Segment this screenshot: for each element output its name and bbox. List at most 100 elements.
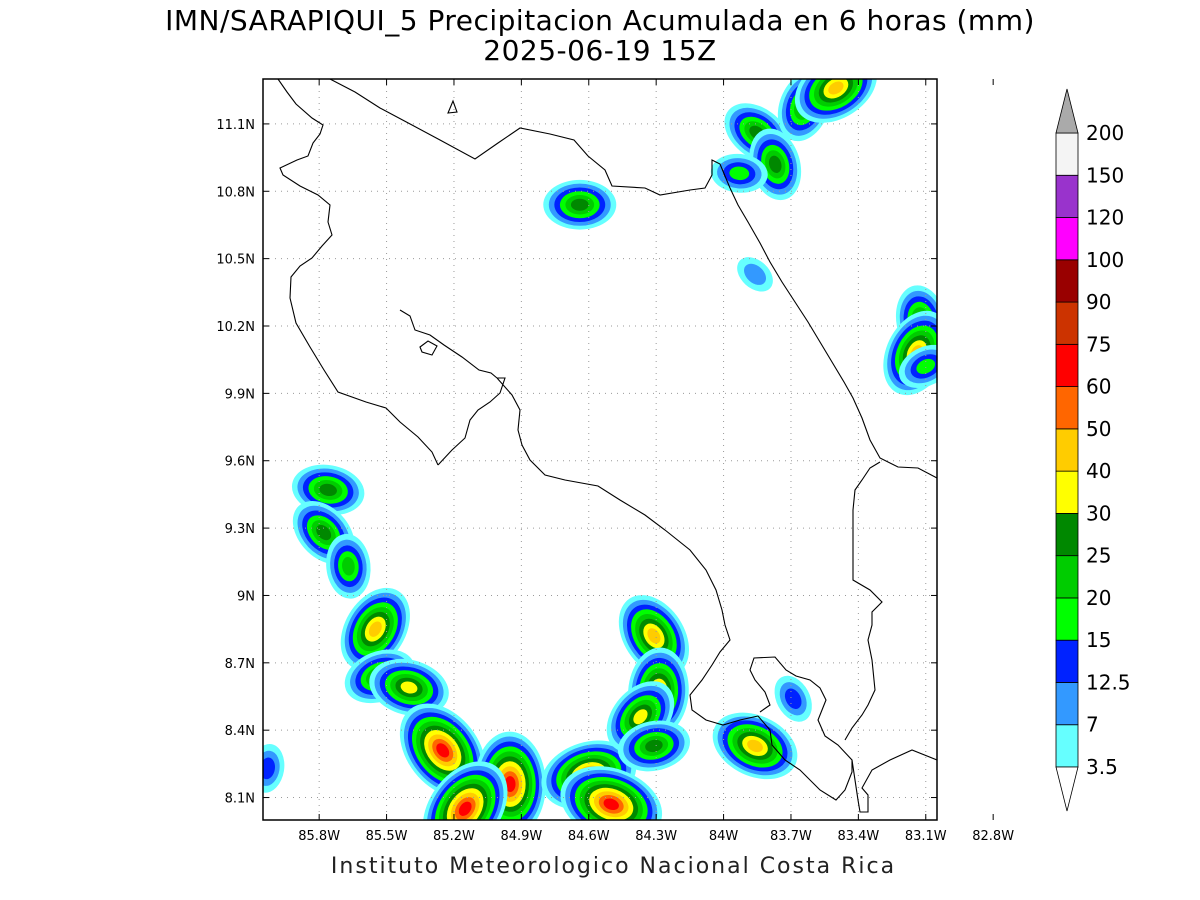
- graticule-grid: [263, 79, 937, 820]
- precip-cell: [292, 500, 355, 565]
- latitude-tick-labels: 8.1N 8.4N 8.7N 9N 9.3N 9.6N 9.9N 10.2N 10.5N 10.8…: [216, 118, 255, 807]
- precip-contour-12.5: [784, 688, 802, 709]
- lon-tick-label: 83.1W: [905, 829, 947, 844]
- precip-contour-25: [768, 155, 782, 173]
- precip-contour-30: [633, 709, 648, 725]
- colorbar-bin-100: [1055, 217, 1079, 261]
- precipitation-field: [263, 79, 937, 820]
- colorbar-bin-25: [1055, 513, 1079, 557]
- map-title: IMN/SARAPIQUI_5 Precipitacion Acumulada …: [165, 4, 1035, 37]
- lon-tick-label: 83.4W: [837, 829, 879, 844]
- nicaragua-coastline: [277, 79, 439, 466]
- lon-tick-label: 84.6W: [568, 829, 610, 844]
- nicoya-peninsula-coast: [437, 377, 506, 466]
- lon-tick-label: 84W: [709, 829, 739, 844]
- gulf-of-nicoya-coast: [399, 309, 498, 379]
- colorbar-bin-150: [1055, 132, 1079, 176]
- lat-tick-label: 9.3N: [225, 522, 255, 537]
- lon-tick-label: 82.8W: [972, 829, 1014, 844]
- colorbar-label: 100: [1086, 248, 1124, 272]
- axis-ticks: [263, 79, 994, 820]
- lat-tick-label: 9N: [237, 589, 255, 604]
- precip-cell: [340, 587, 410, 671]
- footer-credit: Instituto Meteorologico Nacional Costa R…: [330, 854, 897, 879]
- colorbar-bin-20: [1055, 555, 1079, 599]
- colorbar-label: 60: [1086, 375, 1111, 399]
- colorbar-label: 3.5: [1086, 755, 1118, 779]
- lat-tick-label: 8.7N: [225, 657, 255, 672]
- colorbar-bin-90: [1055, 259, 1079, 303]
- precip-contour-60: [436, 743, 450, 758]
- coastline-and-borders: [277, 79, 937, 813]
- caribbean-coast: [729, 187, 937, 479]
- colorbar-bin-50: [1055, 386, 1079, 430]
- precip-contour-25: [316, 524, 332, 541]
- colorbar-label: 15: [1086, 628, 1111, 652]
- precip-cell: [326, 533, 371, 599]
- precip-cell: [794, 79, 877, 123]
- precip-contour-25: [645, 739, 663, 753]
- colorbar-label: 150: [1086, 163, 1124, 187]
- precip-contour-25: [319, 483, 337, 497]
- nicaragua-costa-rica-border: [329, 79, 731, 196]
- colorbar-label: 75: [1086, 332, 1111, 356]
- precip-cell: [774, 675, 812, 722]
- colorbar-label: 90: [1086, 290, 1111, 314]
- colorbar-legend: 3.5 7 12.5 15 20 25 30 40 50 60 75 90 100 120 150 200: [1055, 88, 1131, 812]
- precip-cell: [617, 720, 690, 772]
- precip-contour-40: [647, 628, 661, 644]
- precip-contour-60: [504, 776, 516, 792]
- lon-tick-label: 85.8W: [298, 829, 340, 844]
- panama-coast: [851, 749, 937, 813]
- colorbar-bin-12.5: [1055, 639, 1079, 683]
- colorbar-bin-7: [1055, 682, 1079, 726]
- colorbar-label: 40: [1086, 459, 1111, 483]
- lat-tick-label: 8.1N: [225, 792, 255, 807]
- osa-peninsula-coast: [749, 656, 853, 801]
- precip-cell: [618, 595, 690, 677]
- colorbar-bin-3.5: [1055, 724, 1079, 768]
- precip-contour-40: [747, 739, 763, 753]
- colorbar-bin-40: [1055, 428, 1079, 472]
- precip-contour-60: [458, 801, 472, 816]
- precip-cell: [712, 712, 798, 780]
- precip-contour-30: [400, 681, 418, 694]
- colorbar-bottom-arrow: [1055, 766, 1079, 812]
- lon-tick-label: 83.7W: [770, 829, 812, 844]
- coastal-islet: [447, 99, 458, 114]
- lat-tick-label: 11.1N: [216, 118, 255, 133]
- costa-rica-panama-border: [844, 461, 883, 741]
- colorbar-bin-75: [1055, 301, 1079, 345]
- colorbar-label: 50: [1086, 417, 1111, 441]
- colorbar-label: 25: [1086, 544, 1111, 568]
- longitude-tick-labels: 85.8W 85.5W 85.2W 84.9W 84.6W 84.3W 84W 83.7W 83…: [298, 829, 1014, 844]
- precip-contour-60: [603, 798, 619, 811]
- lon-tick-label: 85.2W: [433, 829, 475, 844]
- colorbar-label: 120: [1086, 206, 1124, 230]
- pacific-coast-central: [496, 377, 759, 726]
- colorbar-label: 30: [1086, 501, 1111, 525]
- precip-contour-40: [828, 81, 844, 95]
- lon-tick-label: 84.9W: [500, 829, 542, 844]
- precip-cell: [474, 731, 546, 820]
- colorbar-bin-30: [1055, 470, 1079, 514]
- precip-contour-15: [916, 358, 936, 374]
- lat-tick-label: 9.9N: [225, 387, 255, 402]
- map-frame: [262, 78, 938, 821]
- lat-tick-label: 9.6N: [225, 455, 255, 470]
- colorbar-label: 7: [1086, 713, 1099, 737]
- colorbar-label: 12.5: [1086, 670, 1131, 694]
- precip-contour-25: [570, 198, 589, 211]
- precip-cell: [291, 464, 365, 516]
- lon-tick-label: 84.3W: [635, 829, 677, 844]
- lat-tick-label: 10.5N: [216, 253, 255, 268]
- precip-cell: [422, 761, 508, 820]
- precip-contour-15: [729, 166, 750, 181]
- precip-contour-20: [342, 557, 355, 576]
- precip-cell: [737, 257, 773, 292]
- colorbar-bin-60: [1055, 343, 1079, 388]
- colorbar-bin-120: [1055, 174, 1079, 218]
- lat-tick-label: 8.4N: [225, 724, 255, 739]
- colorbar-label: 200: [1086, 121, 1124, 145]
